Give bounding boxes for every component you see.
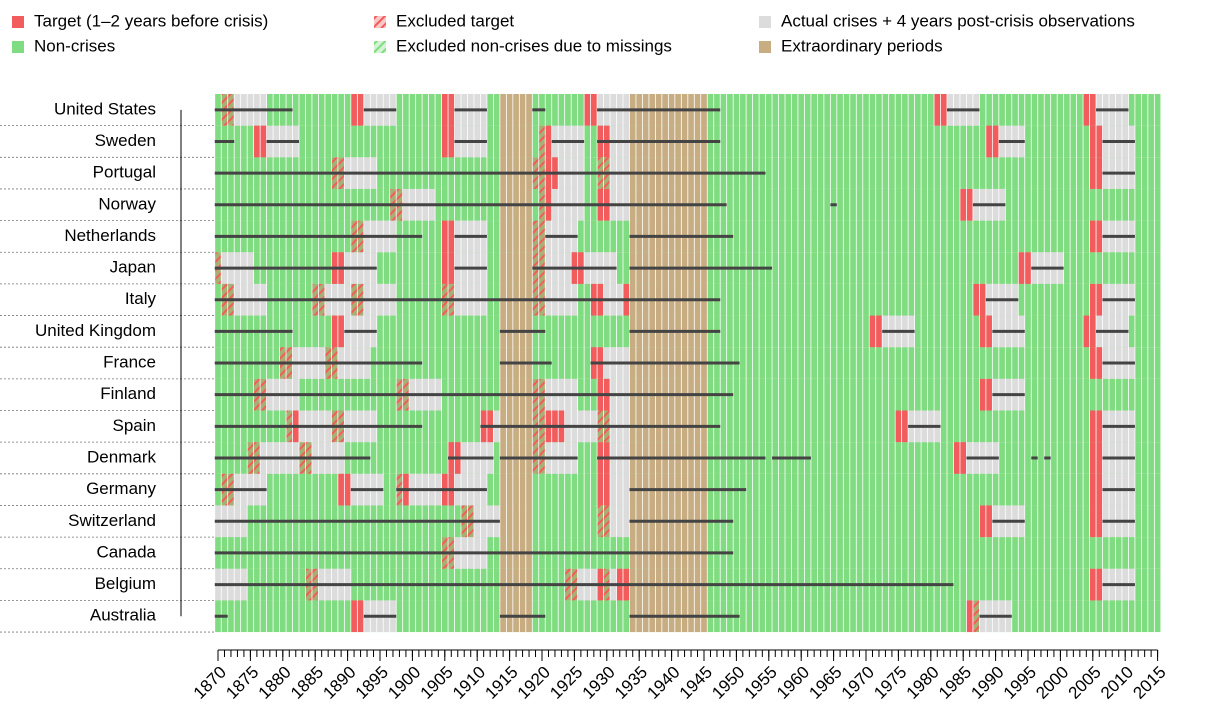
period-cell [538, 125, 546, 158]
country-label: Italy [125, 289, 157, 308]
country-label: Netherlands [64, 226, 156, 245]
x-tick-label: 1920 [514, 663, 554, 703]
country-label: Sweden [95, 131, 156, 150]
country-label: United States [54, 99, 156, 118]
country-label: Australia [90, 606, 157, 625]
legend-label: Excluded non-crises due to missings [396, 36, 672, 55]
country-label: Portugal [93, 163, 156, 182]
x-tick-label: 1930 [579, 663, 619, 703]
x-tick-label: 1990 [967, 663, 1007, 703]
x-tick-label: 1915 [481, 663, 521, 703]
x-tick-label: 1910 [449, 663, 489, 703]
period-cell [610, 505, 630, 538]
legend-swatch [759, 41, 771, 53]
x-tick-label: 1885 [287, 663, 327, 703]
period-cell [499, 94, 533, 126]
country-label: Japan [110, 258, 156, 277]
country-label: France [103, 353, 156, 372]
x-tick-label: 1975 [870, 663, 910, 703]
x-tick-label: 1870 [190, 663, 230, 703]
x-tick-label: 1880 [255, 663, 295, 703]
x-tick-label: 1890 [319, 663, 359, 703]
x-tick-label: 1905 [417, 663, 457, 703]
legend-swatch [374, 41, 386, 53]
period-cell [499, 125, 533, 158]
legend-swatch [12, 41, 24, 53]
country-label: Denmark [87, 447, 156, 466]
x-tick-label: 1960 [773, 663, 813, 703]
country-label: United Kingdom [35, 321, 156, 340]
x-tick-label: 1995 [1000, 663, 1040, 703]
period-cell [610, 473, 630, 506]
x-tick-label: 1965 [805, 663, 845, 703]
period-cell [499, 505, 533, 538]
x-tick-label: 1900 [384, 663, 424, 703]
x-tick-label: 1950 [708, 663, 748, 703]
legend-label: Excluded target [396, 11, 514, 30]
legend-label: Actual crises + 4 years post-crisis obse… [781, 11, 1135, 30]
period-cell [545, 125, 552, 158]
x-tick-label: 2010 [1097, 663, 1137, 703]
country-label: Spain [113, 416, 156, 435]
legend-swatch [12, 16, 24, 28]
period-cell [499, 220, 533, 253]
x-tick-label: 1955 [741, 663, 781, 703]
legend-label: Extraordinary periods [781, 36, 943, 55]
legend-swatch [759, 16, 771, 28]
x-tick-label: 2015 [1129, 663, 1169, 703]
country-label: Switzerland [68, 511, 156, 530]
x-tick-label: 1940 [643, 663, 683, 703]
legend-label: Target (1–2 years before crisis) [34, 11, 268, 30]
x-tick-label: 1945 [676, 663, 716, 703]
x-tick-label: 1970 [838, 663, 878, 703]
country-label: Norway [98, 194, 156, 213]
x-tick-label: 1875 [222, 663, 262, 703]
legend-label: Non-crises [34, 36, 115, 55]
period-cell [499, 473, 533, 506]
x-tick-label: 1895 [352, 663, 392, 703]
country-label: Germany [86, 479, 156, 498]
legend-swatch [374, 16, 386, 28]
x-tick-label: 1935 [611, 663, 651, 703]
x-tick-label: 1925 [546, 663, 586, 703]
country-label: Belgium [95, 574, 156, 593]
period-cell [972, 600, 980, 633]
x-tick-label: 2005 [1065, 663, 1105, 703]
x-tick-label: 1980 [903, 663, 943, 703]
period-cell [966, 600, 973, 633]
period-cell [499, 252, 533, 284]
x-tick-label: 2000 [1032, 663, 1072, 703]
country-label: Finland [100, 384, 156, 403]
x-tick-label: 1985 [935, 663, 975, 703]
country-label: Canada [96, 542, 156, 561]
